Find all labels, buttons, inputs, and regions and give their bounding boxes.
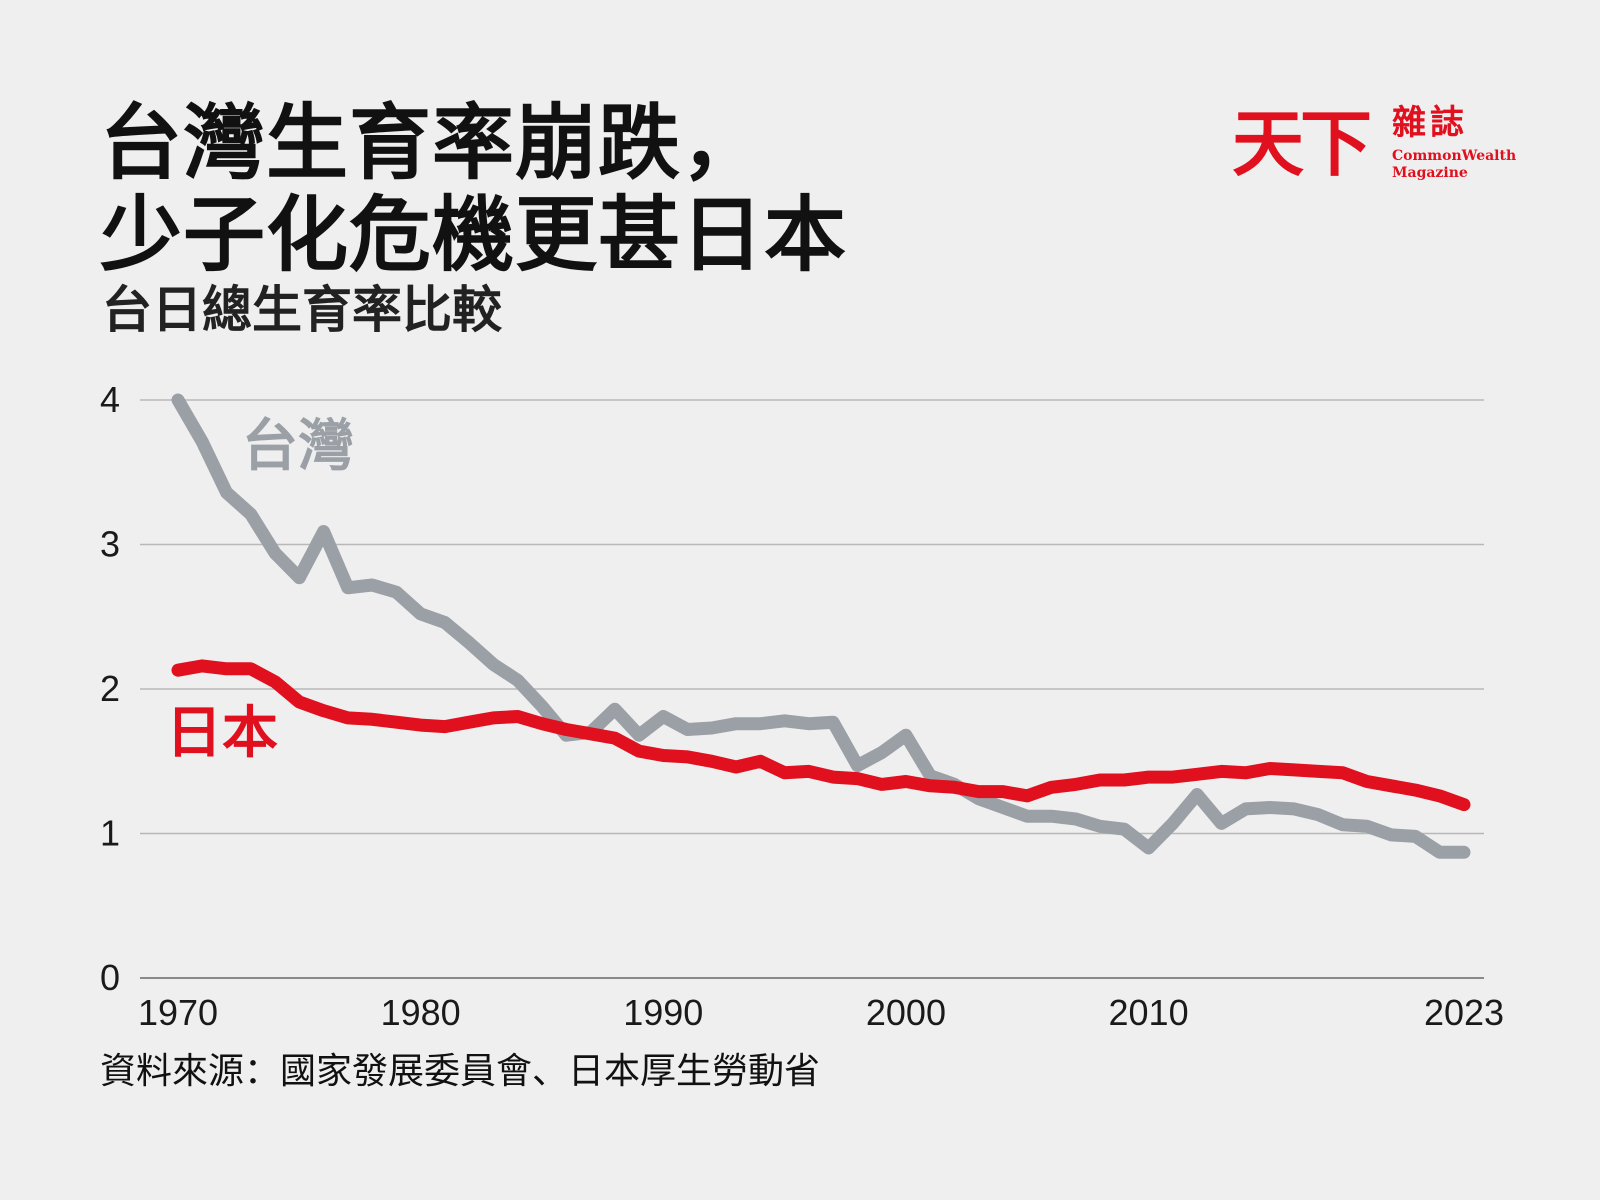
y-tick-label: 3 xyxy=(100,524,120,565)
y-tick-label: 2 xyxy=(100,668,120,709)
chart-title: 台灣生育率崩跌， 少子化危機更甚日本 xyxy=(100,98,847,282)
series-line-japan xyxy=(171,659,1471,812)
series-label-taiwan: 台灣 xyxy=(242,414,354,479)
chart-title-line-2: 少子化危機更甚日本 xyxy=(100,188,848,283)
chart-subtitle: 台日總生育率比較 xyxy=(102,281,502,339)
logo-en-line-2: Magazine xyxy=(1392,165,1468,181)
series-line-taiwan xyxy=(171,393,1471,859)
chart-title-line-1: 台灣生育率崩跌， xyxy=(100,96,765,191)
logo-en-line-1: CommonWealth xyxy=(1392,148,1517,164)
y-tick-label: 0 xyxy=(100,957,120,998)
commonwealth-magazine-logo: 天下 雜誌 CommonWealth Magazine xyxy=(1232,101,1516,192)
x-tick-label: 2010 xyxy=(1109,992,1189,1033)
series-lines xyxy=(171,393,1471,859)
logo-en-text: CommonWealth Magazine xyxy=(1392,148,1516,182)
y-tick-label: 1 xyxy=(100,813,120,854)
x-tick-label: 1970 xyxy=(138,992,218,1033)
y-tick-labels: 0 1 2 3 4 xyxy=(100,379,120,998)
x-tick-label: 2023 xyxy=(1424,992,1504,1033)
y-tick-label: 4 xyxy=(100,379,120,420)
logo-zh-text: 雜誌 xyxy=(1392,103,1468,143)
x-tick-labels: 1970 1980 1990 2000 2010 2023 xyxy=(138,992,1504,1033)
grid-lines xyxy=(140,399,1484,979)
data-source-note: 資料來源：國家發展委員會、日本厚生勞動省 xyxy=(100,1051,821,1092)
x-tick-label: 2000 xyxy=(866,992,946,1033)
x-tick-label: 1990 xyxy=(623,992,703,1033)
series-label-japan: 日本 xyxy=(166,701,278,766)
x-tick-label: 1980 xyxy=(381,992,461,1033)
logo-mark: 天下 xyxy=(1232,101,1372,186)
